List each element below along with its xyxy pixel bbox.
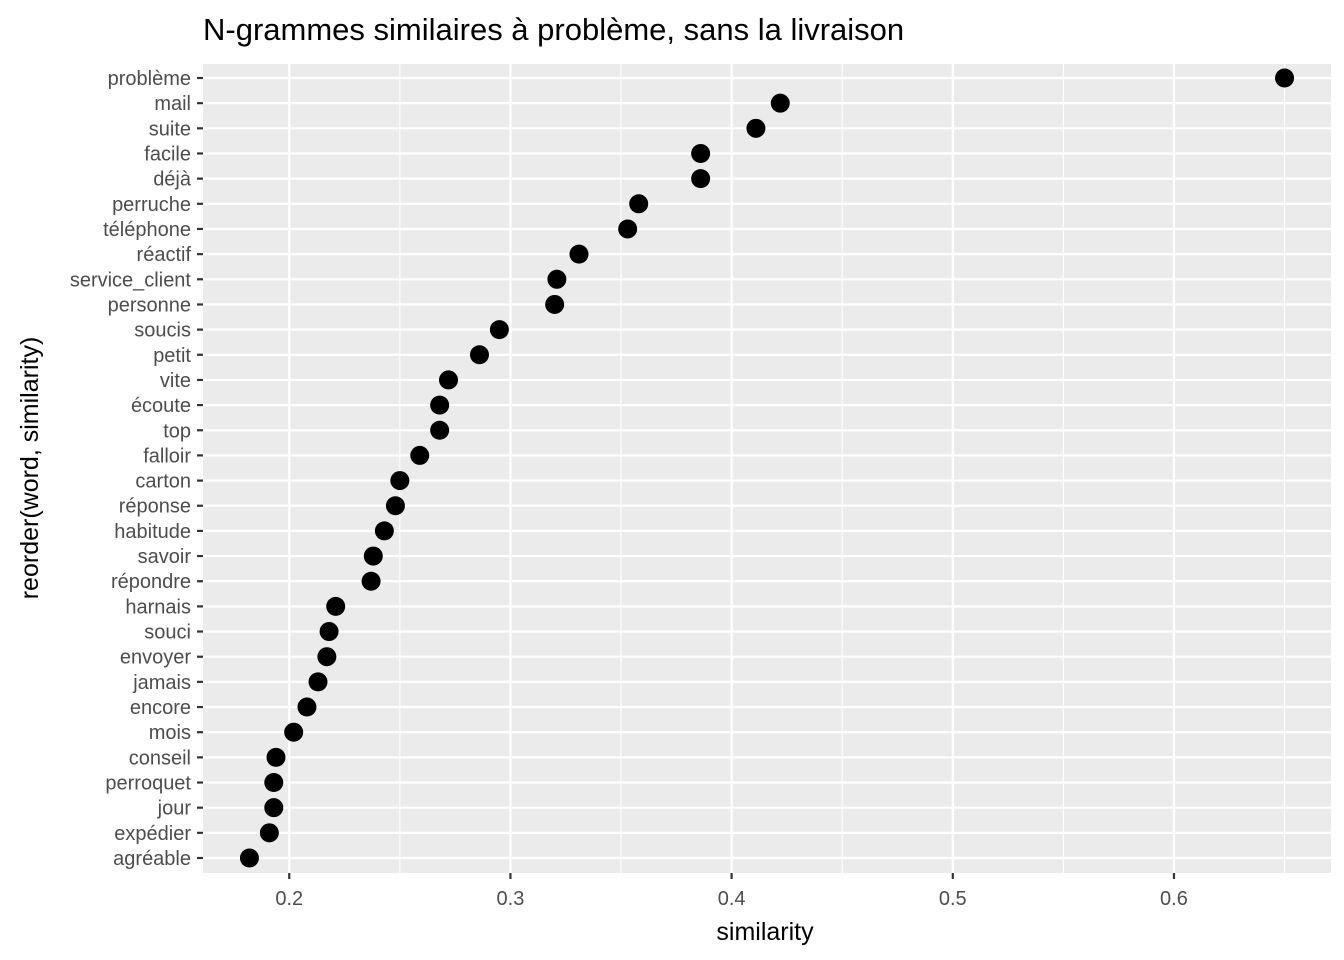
y-tick-label: conseil <box>129 747 191 769</box>
x-tick-label: 0.6 <box>1160 888 1188 910</box>
y-tick-label: jamais <box>132 672 191 694</box>
y-tick-label: top <box>163 420 191 442</box>
y-tick-label: perroquet <box>105 773 191 795</box>
data-point <box>618 219 638 239</box>
y-tick-label: petit <box>153 345 191 367</box>
data-point <box>439 370 459 390</box>
y-axis-title: reorder(word, similarity) <box>16 337 44 600</box>
data-point <box>629 194 649 214</box>
data-point <box>297 697 317 717</box>
y-tick-label: envoyer <box>120 647 191 669</box>
y-tick-label: téléphone <box>103 219 191 241</box>
y-tick-label: perruche <box>112 194 191 216</box>
data-point <box>691 143 711 163</box>
x-tick-label: 0.4 <box>718 888 746 910</box>
plot-panel <box>203 64 1331 873</box>
data-point <box>430 420 450 440</box>
data-point <box>545 294 565 314</box>
y-tick-label: réactif <box>137 244 192 266</box>
data-point <box>326 596 346 616</box>
data-point <box>547 269 567 289</box>
y-tick-label: carton <box>135 471 191 493</box>
y-tick-label: mail <box>154 93 191 115</box>
y-tick-label: harnais <box>125 596 191 618</box>
data-point <box>770 93 790 113</box>
data-point <box>374 521 394 541</box>
data-point <box>1275 68 1295 88</box>
data-point <box>410 445 430 465</box>
y-tick-label: suite <box>149 118 191 140</box>
data-point <box>264 773 284 793</box>
y-tick-label: répondre <box>111 571 191 593</box>
y-tick-label: savoir <box>138 546 192 568</box>
x-tick-label: 0.3 <box>497 888 525 910</box>
x-tick-label: 0.2 <box>275 888 303 910</box>
data-point <box>430 395 450 415</box>
data-point <box>363 546 383 566</box>
data-point <box>308 672 328 692</box>
data-point <box>239 848 259 868</box>
y-tick-label: réponse <box>119 496 191 518</box>
y-tick-label: mois <box>149 722 191 744</box>
y-tick-label: souci <box>144 622 191 644</box>
x-axis: 0.2 0.3 0.4 0.5 0.6 <box>275 873 1188 910</box>
data-point <box>259 823 279 843</box>
minor-grid <box>399 64 1286 873</box>
y-tick-label: déjà <box>153 169 192 191</box>
y-tick-label: habitude <box>114 521 191 543</box>
data-point <box>266 747 286 767</box>
x-axis-title: similarity <box>716 918 814 946</box>
y-tick-label: vite <box>160 370 191 392</box>
y-tick-label: facile <box>144 143 191 165</box>
y-tick-label: expédier <box>114 823 191 845</box>
data-point <box>489 320 509 340</box>
y-tick-label: jour <box>157 798 192 820</box>
chart-title: N-grammes similaires à problème, sans la… <box>203 12 904 47</box>
y-tick-label: service_client <box>70 269 192 291</box>
y-tick-label: personne <box>108 294 191 316</box>
major-grid <box>203 64 1331 873</box>
data-point <box>746 118 766 138</box>
data-point <box>264 798 284 818</box>
data-point <box>390 471 410 491</box>
data-point <box>469 345 489 365</box>
y-tick-label: problème <box>108 68 191 90</box>
data-point <box>385 496 405 516</box>
data-point <box>284 722 304 742</box>
x-tick-label: 0.5 <box>939 888 967 910</box>
y-axis: problème mail suite facile déjà perruche télép… <box>70 68 203 870</box>
y-tick-label: falloir <box>143 445 191 467</box>
data-points <box>239 68 1295 868</box>
y-tick-label: écoute <box>131 395 191 417</box>
data-point <box>691 169 711 189</box>
data-point <box>361 571 381 591</box>
data-point <box>569 244 589 264</box>
data-point <box>319 622 339 642</box>
data-point <box>317 647 337 667</box>
y-tick-label: soucis <box>134 320 191 342</box>
y-tick-label: agréable <box>113 848 191 870</box>
y-tick-label: encore <box>130 697 191 719</box>
